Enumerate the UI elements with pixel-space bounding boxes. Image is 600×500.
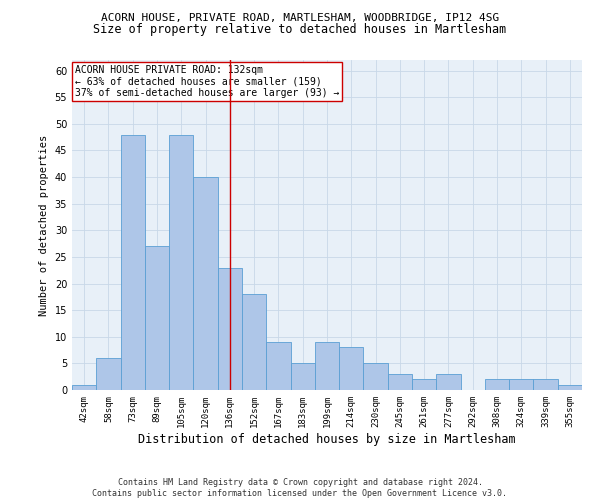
Bar bbox=[145, 246, 169, 390]
Text: ACORN HOUSE, PRIVATE ROAD, MARTLESHAM, WOODBRIDGE, IP12 4SG: ACORN HOUSE, PRIVATE ROAD, MARTLESHAM, W… bbox=[101, 12, 499, 22]
Bar bbox=[290, 364, 315, 390]
Bar bbox=[364, 364, 388, 390]
Bar bbox=[436, 374, 461, 390]
Bar bbox=[72, 384, 96, 390]
X-axis label: Distribution of detached houses by size in Martlesham: Distribution of detached houses by size … bbox=[138, 432, 516, 446]
Bar bbox=[388, 374, 412, 390]
Bar bbox=[121, 134, 145, 390]
Text: Size of property relative to detached houses in Martlesham: Size of property relative to detached ho… bbox=[94, 22, 506, 36]
Y-axis label: Number of detached properties: Number of detached properties bbox=[39, 134, 49, 316]
Bar bbox=[339, 348, 364, 390]
Text: Contains HM Land Registry data © Crown copyright and database right 2024.
Contai: Contains HM Land Registry data © Crown c… bbox=[92, 478, 508, 498]
Bar bbox=[169, 134, 193, 390]
Bar bbox=[509, 380, 533, 390]
Text: ACORN HOUSE PRIVATE ROAD: 132sqm
← 63% of detached houses are smaller (159)
37% : ACORN HOUSE PRIVATE ROAD: 132sqm ← 63% o… bbox=[74, 65, 339, 98]
Bar bbox=[193, 177, 218, 390]
Bar bbox=[242, 294, 266, 390]
Bar bbox=[96, 358, 121, 390]
Bar bbox=[266, 342, 290, 390]
Bar bbox=[218, 268, 242, 390]
Bar bbox=[315, 342, 339, 390]
Bar bbox=[412, 380, 436, 390]
Bar bbox=[485, 380, 509, 390]
Bar bbox=[533, 380, 558, 390]
Bar bbox=[558, 384, 582, 390]
